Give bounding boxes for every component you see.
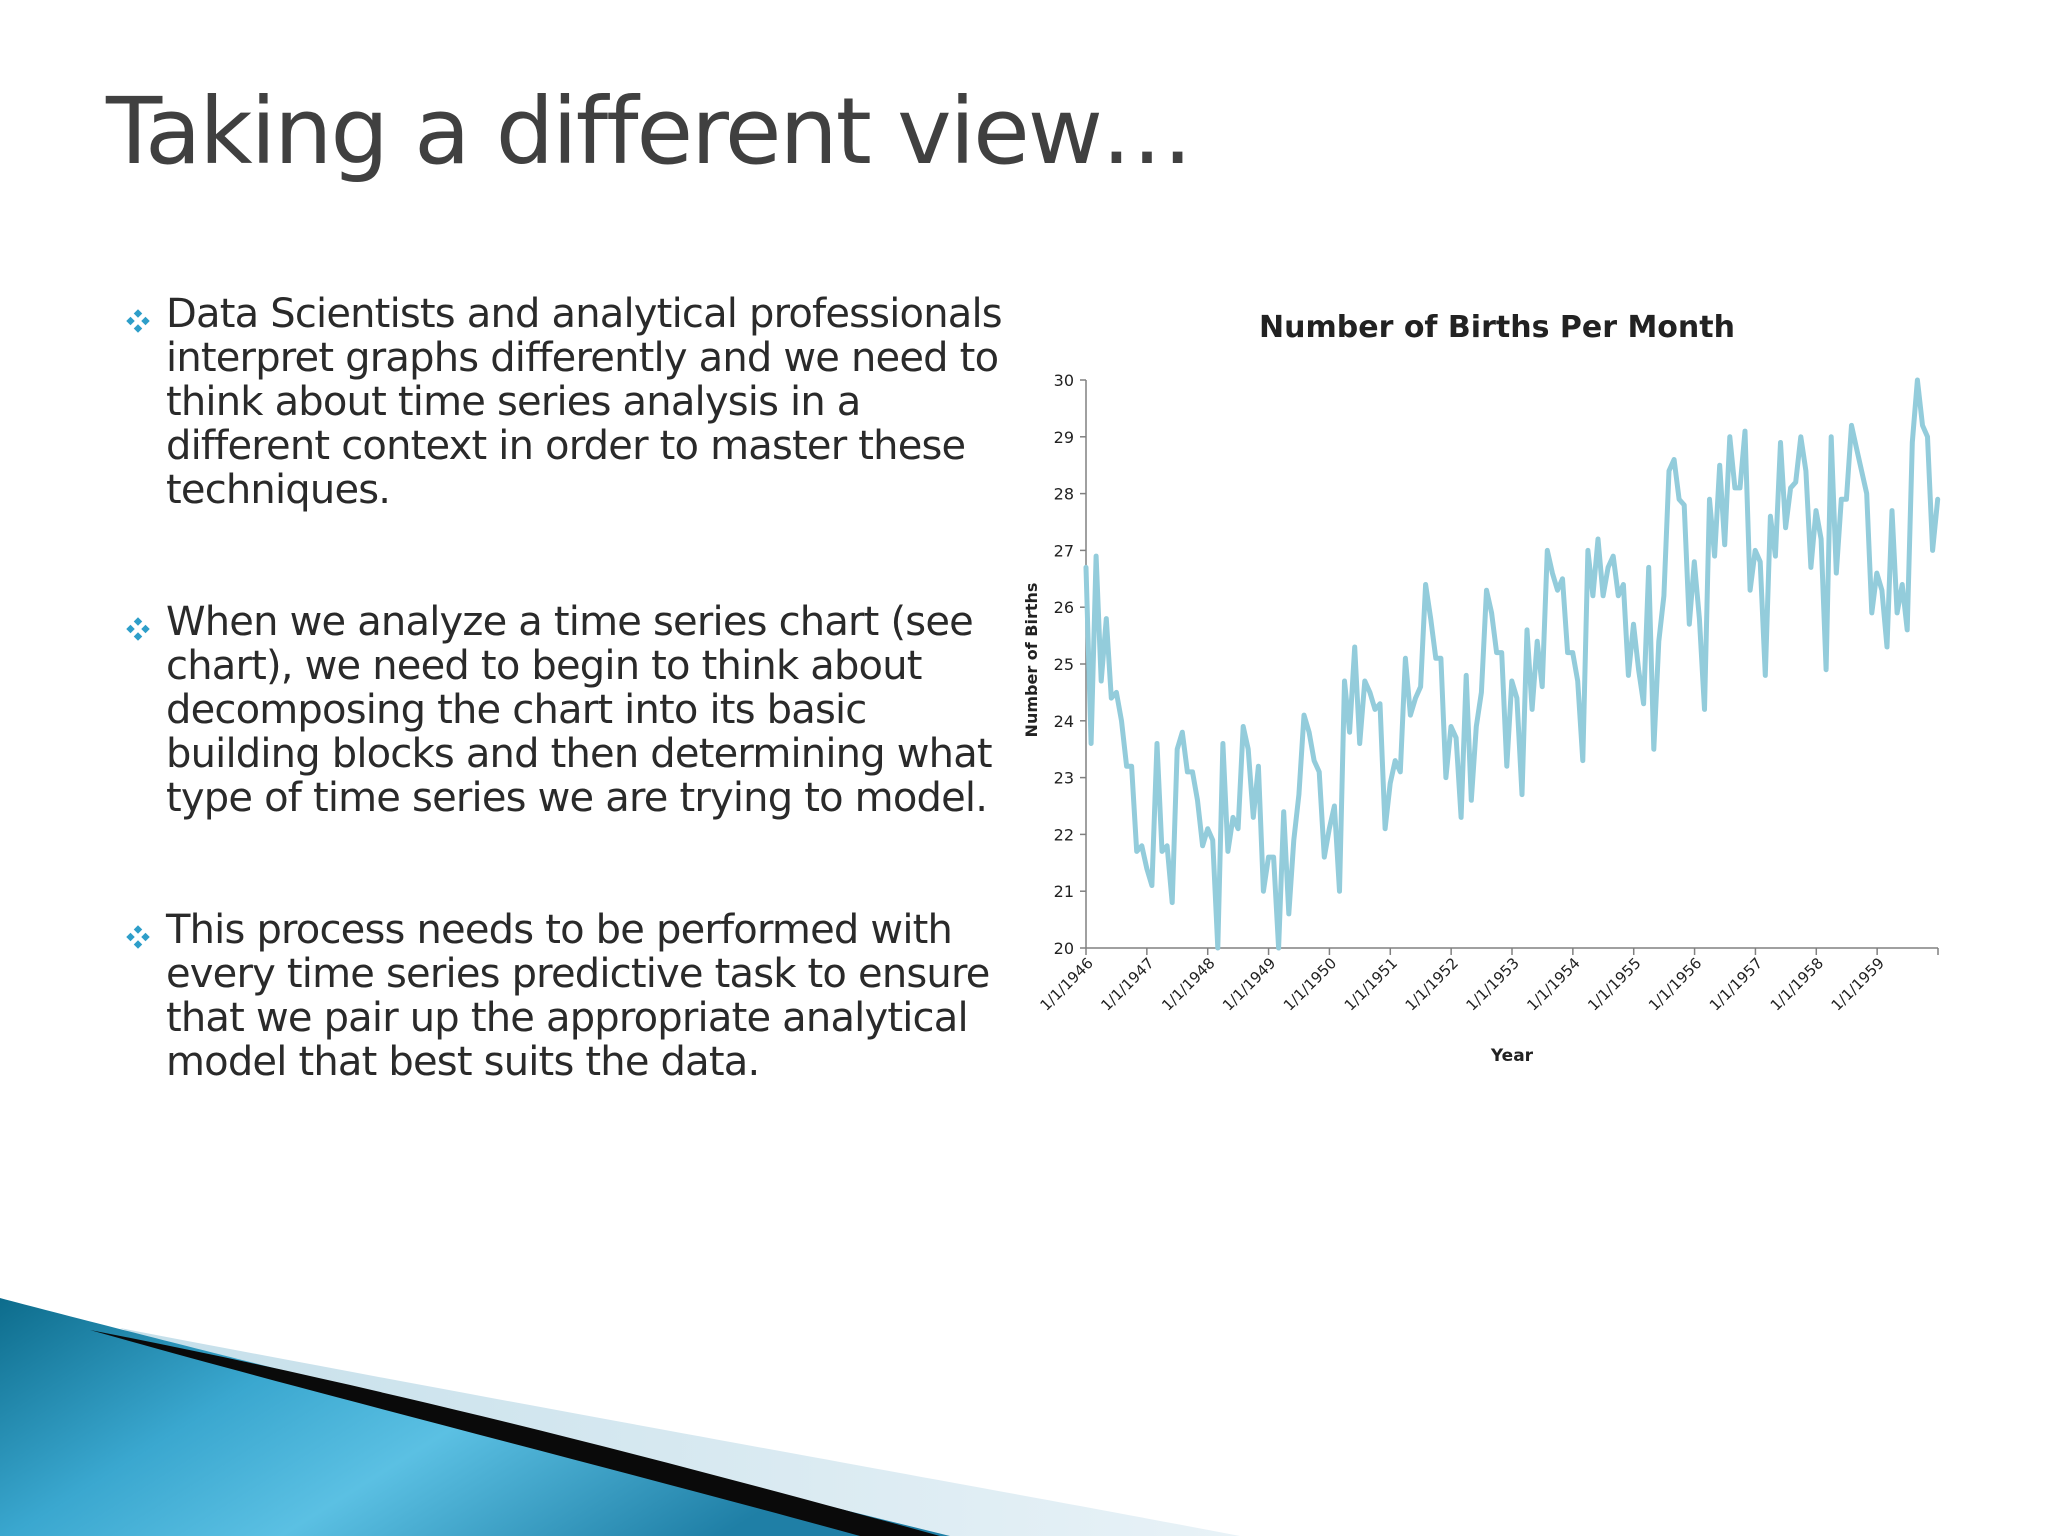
x-tick-label: 1/1/1953: [1462, 954, 1522, 1014]
y-tick-label: 25: [1054, 655, 1074, 674]
y-tick-label: 28: [1054, 485, 1074, 504]
y-tick-label: 29: [1054, 428, 1074, 447]
bullet-item: Data Scientists and analytical professio…: [124, 292, 1004, 512]
slide-title: Taking a different view…: [106, 78, 1193, 185]
bullet-item: This process needs to be performed with …: [124, 908, 1004, 1084]
x-tick-label: 1/1/1947: [1097, 954, 1157, 1014]
x-tick-label: 1/1/1950: [1280, 954, 1340, 1014]
diamond-bullet-icon: [126, 617, 150, 641]
bullet-item: When we analyze a time series chart (see…: [124, 600, 1004, 820]
x-axis-label: Year: [1490, 1046, 1534, 1066]
diamond-bullet-icon: [126, 925, 150, 949]
bullet-list: Data Scientists and analytical professio…: [124, 292, 1004, 1084]
x-tick-label: 1/1/1958: [1767, 954, 1827, 1014]
x-tick-label: 1/1/1946: [1036, 954, 1096, 1014]
bullet-text: Data Scientists and analytical professio…: [166, 291, 1003, 513]
x-tick-label: 1/1/1949: [1219, 954, 1279, 1014]
y-tick-label: 21: [1054, 882, 1074, 901]
chart-title: Number of Births Per Month: [1259, 310, 1735, 345]
y-tick-label: 23: [1054, 769, 1074, 788]
y-tick-label: 22: [1054, 825, 1074, 844]
y-axis-label: Number of Births: [1022, 583, 1041, 738]
x-tick-label: 1/1/1954: [1523, 954, 1583, 1014]
bullet-text: This process needs to be performed with …: [166, 907, 990, 1085]
diamond-bullet-icon: [126, 309, 150, 333]
births-line-chart: Number of Births Per Month Number of Bir…: [1022, 310, 1941, 1066]
y-tick-label: 26: [1054, 598, 1074, 617]
x-tick-label: 1/1/1957: [1706, 954, 1766, 1014]
y-tick-label: 27: [1054, 541, 1074, 560]
x-tick-label: 1/1/1948: [1158, 954, 1218, 1014]
x-tick-label: 1/1/1956: [1645, 954, 1705, 1014]
x-tick-label: 1/1/1952: [1402, 954, 1462, 1014]
bullet-text: When we analyze a time series chart (see…: [166, 599, 993, 821]
x-tick-label: 1/1/1959: [1828, 954, 1888, 1014]
y-tick-label: 30: [1054, 371, 1074, 390]
y-tick-label: 24: [1054, 712, 1074, 731]
x-tick-label: 1/1/1951: [1341, 954, 1401, 1014]
series-line: [1083, 377, 1941, 951]
y-tick-label: 20: [1054, 939, 1074, 958]
x-tick-label: 1/1/1955: [1584, 954, 1644, 1014]
